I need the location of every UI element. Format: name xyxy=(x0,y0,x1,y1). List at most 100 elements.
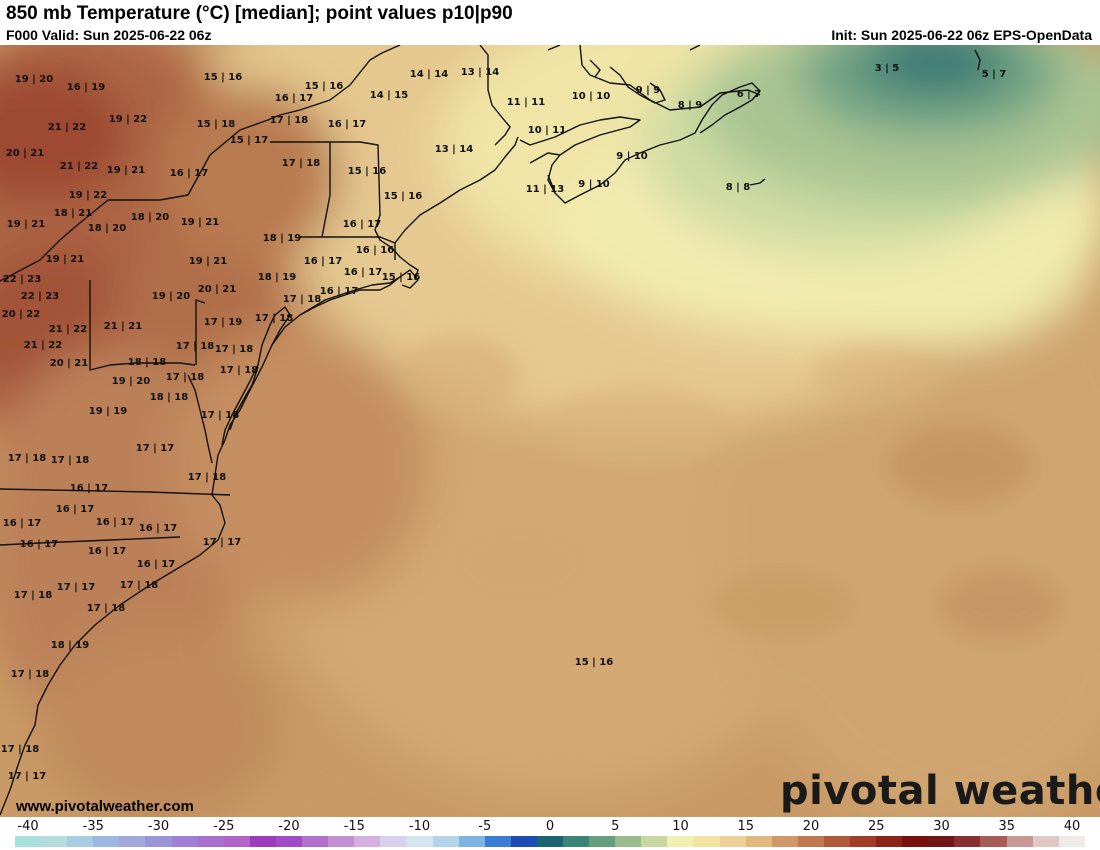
point-value-label: 19 | 21 xyxy=(181,217,219,228)
point-value-label: 15 | 17 xyxy=(230,135,268,146)
point-value-label: 17 | 18 xyxy=(215,344,253,355)
point-value-label: 20 | 21 xyxy=(6,148,44,159)
colorbar-tick-label: -20 xyxy=(278,819,300,834)
colorbar xyxy=(15,836,1085,847)
point-value-label: 18 | 18 xyxy=(150,392,188,403)
colorbar-swatch xyxy=(15,836,42,847)
point-value-label: 22 | 23 xyxy=(21,291,59,302)
colorbar-swatch xyxy=(171,836,198,847)
point-value-label: 19 | 20 xyxy=(15,74,53,85)
colorbar-swatch xyxy=(719,836,746,847)
point-value-label: 15 | 18 xyxy=(197,119,235,130)
point-value-label: 17 | 18 xyxy=(8,453,46,464)
point-value-label: 16 | 17 xyxy=(320,286,358,297)
colorbar-swatch xyxy=(249,836,276,847)
point-value-label: 20 | 21 xyxy=(50,358,88,369)
colorbar-tick-label: 30 xyxy=(933,819,950,834)
colorbar-swatch xyxy=(902,836,929,847)
colorbar-swatch xyxy=(928,836,955,847)
colorbar-swatch xyxy=(536,836,563,847)
colorbar-tick-label: 20 xyxy=(802,819,820,834)
point-value-label: 16 | 17 xyxy=(343,219,381,230)
point-value-label: 8 | 8 xyxy=(726,182,751,193)
point-value-label: 15 | 16 xyxy=(348,166,386,177)
point-value-label: 17 | 17 xyxy=(203,537,241,548)
point-value-label: 11 | 13 xyxy=(526,184,564,195)
colorbar-swatch xyxy=(119,836,146,847)
colorbar-swatch xyxy=(823,836,850,847)
colorbar-swatch xyxy=(562,836,590,847)
point-value-label: 19 | 19 xyxy=(89,406,127,417)
colorbar-swatch xyxy=(223,836,250,847)
point-value-label: 16 | 17 xyxy=(304,256,342,267)
point-value-label: 9 | 9 xyxy=(636,85,661,96)
point-value-label: 21 | 22 xyxy=(49,324,87,335)
point-value-label: 10 | 10 xyxy=(572,91,610,102)
point-value-label: 21 | 22 xyxy=(48,122,86,133)
point-value-label: 16 | 17 xyxy=(275,93,313,104)
point-value-label: 21 | 21 xyxy=(104,321,142,332)
point-value-label: 17 | 17 xyxy=(136,443,174,454)
point-value-label: 18 | 20 xyxy=(88,223,126,234)
point-value-label: 16 | 17 xyxy=(88,546,126,557)
valid-time: F000 Valid: Sun 2025-06-22 06z xyxy=(6,27,212,43)
colorbar-tick-label: 25 xyxy=(867,819,885,834)
temperature-field-detail xyxy=(400,335,1060,640)
point-value-label: 18 | 19 xyxy=(258,272,296,283)
point-value-label: 18 | 18 xyxy=(128,357,166,368)
point-value-label: 18 | 19 xyxy=(263,233,301,244)
colorbar-swatch xyxy=(980,836,1007,847)
colorbar-swatch xyxy=(745,836,772,847)
point-value-label: 15 | 16 xyxy=(382,272,420,283)
point-value-label: 21 | 22 xyxy=(24,340,62,351)
colorbar-tick-label: -40 xyxy=(17,819,39,834)
colorbar-tick-label: -15 xyxy=(343,819,365,834)
colorbar-swatch xyxy=(693,836,720,847)
point-value-label: 16 | 16 xyxy=(356,245,394,256)
point-value-label: 18 | 21 xyxy=(54,208,92,219)
point-value-label: 3 | 5 xyxy=(875,63,900,74)
colorbar-swatch xyxy=(876,836,903,847)
point-value-label: 9 | 10 xyxy=(616,151,648,162)
point-value-label: 17 | 18 xyxy=(282,158,320,169)
website-url[interactable]: www.pivotalweather.com xyxy=(16,798,194,815)
point-value-label: 17 | 18 xyxy=(166,372,204,383)
point-value-label: 17 | 18 xyxy=(255,313,293,324)
point-value-label: 16 | 17 xyxy=(139,523,177,534)
colorbar-swatch xyxy=(667,836,694,847)
point-value-label: 19 | 21 xyxy=(107,165,145,176)
colorbar-swatch xyxy=(197,836,224,847)
point-value-label: 14 | 14 xyxy=(410,69,448,80)
point-value-label: 16 | 17 xyxy=(20,539,58,550)
colorbar-swatch xyxy=(771,836,798,847)
colorbar-swatch xyxy=(510,836,537,847)
point-value-label: 19 | 20 xyxy=(112,376,150,387)
point-value-label: 19 | 21 xyxy=(7,219,45,230)
point-value-label: 17 | 18 xyxy=(87,603,125,614)
point-value-label: 19 | 22 xyxy=(69,190,107,201)
colorbar-swatch xyxy=(93,836,120,847)
point-value-label: 17 | 18 xyxy=(188,472,226,483)
colorbar-swatch xyxy=(328,836,355,847)
point-value-label: 16 | 17 xyxy=(96,517,134,528)
colorbar-swatch xyxy=(432,836,459,847)
point-value-label: 22 | 23 xyxy=(3,274,41,285)
point-value-label: 20 | 21 xyxy=(198,284,236,295)
colorbar-swatch xyxy=(615,836,642,847)
point-value-label: 17 | 18 xyxy=(1,744,39,755)
colorbar-swatch xyxy=(275,836,303,847)
colorbar-tick-label: 5 xyxy=(611,819,620,834)
colorbar-tick-label: 40 xyxy=(1063,819,1081,834)
colorbar-swatch xyxy=(641,836,668,847)
point-value-label: 15 | 16 xyxy=(305,81,343,92)
point-value-label: 17 | 17 xyxy=(8,771,46,782)
colorbar-swatch xyxy=(458,836,485,847)
colorbar-swatch xyxy=(850,836,877,847)
point-value-label: 18 | 20 xyxy=(131,212,169,223)
point-value-label: 5 | 7 xyxy=(982,69,1007,80)
temperature-map[interactable]: 19 | 20 16 | 19 15 | 16 15 | 16 16 | 17 14 | … xyxy=(0,45,1100,817)
colorbar-swatch xyxy=(589,836,616,847)
point-value-label: 17 | 18 xyxy=(201,410,239,421)
point-value-label: 6 | 7 xyxy=(737,89,762,100)
colorbar-tick-label: -10 xyxy=(408,819,431,834)
